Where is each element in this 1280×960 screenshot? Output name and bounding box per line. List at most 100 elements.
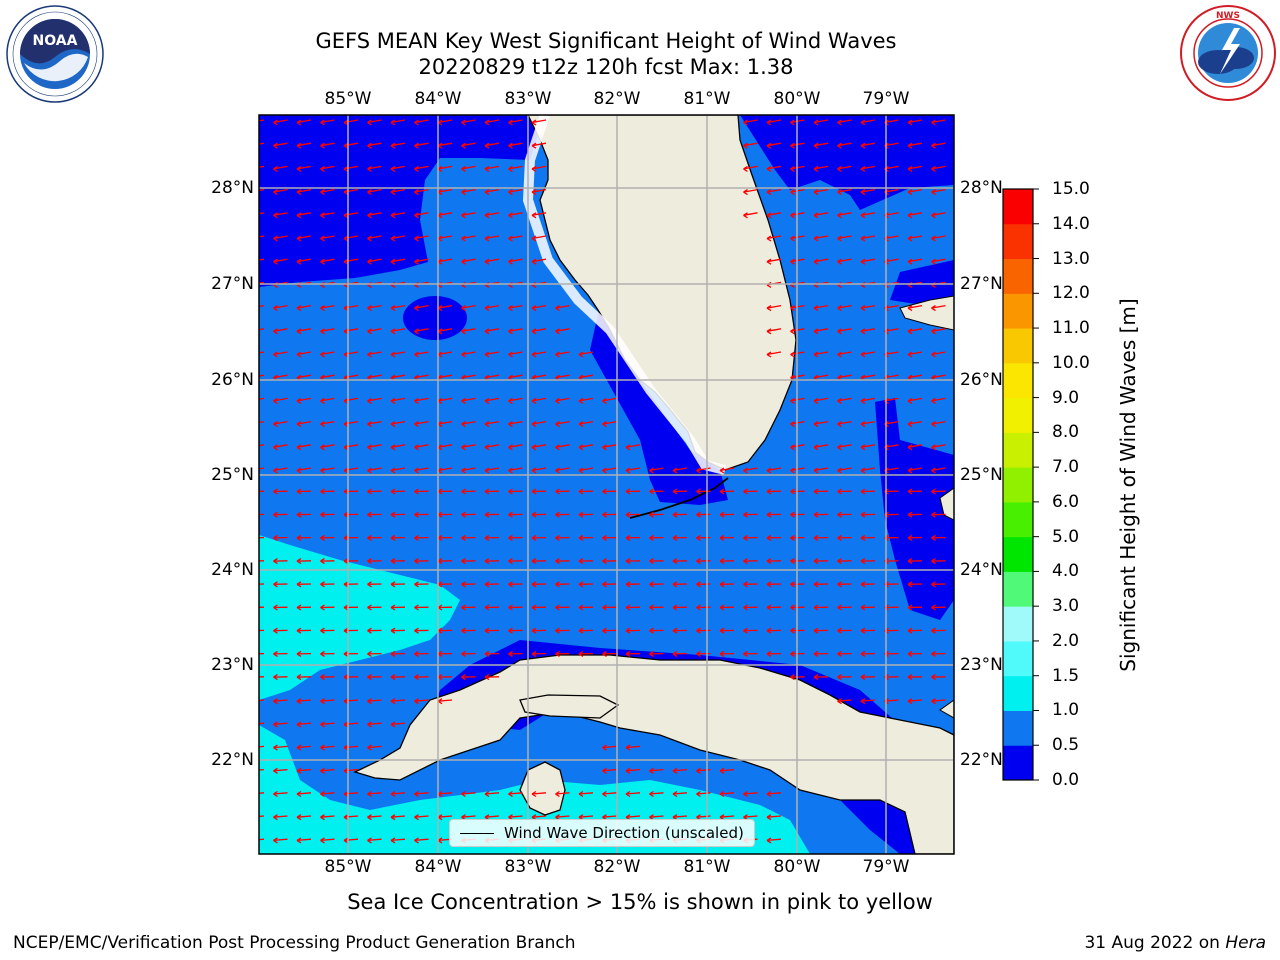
wave-direction-arrow [320, 511, 335, 518]
wave-direction-arrow [508, 258, 523, 265]
wave-direction-arrow [273, 142, 288, 149]
wave-direction-arrow [860, 698, 876, 705]
wave-direction-arrow [837, 420, 852, 428]
wave-direction-arrow [508, 212, 523, 219]
wave-direction-arrow [837, 212, 852, 219]
wave-direction-arrow [531, 511, 547, 518]
colorbar-tick-label: 0.0 [1052, 770, 1080, 790]
wave-direction-arrow [320, 604, 335, 611]
wave-direction-arrow [860, 351, 876, 358]
wave-direction-arrow [672, 467, 688, 474]
wave-direction-arrow [696, 767, 711, 774]
wave-direction-arrow [813, 444, 829, 451]
wave-direction-arrow [296, 744, 312, 751]
wave-direction-arrow [531, 444, 547, 451]
wave-direction-arrow [766, 650, 782, 657]
wave-direction-arrow [766, 837, 782, 844]
wave-direction-arrow [649, 534, 664, 541]
wave-direction-arrow [320, 304, 335, 312]
wave-direction-arrow [320, 558, 335, 565]
wave-direction-arrow [743, 558, 758, 565]
wave-direction-arrow [743, 511, 758, 518]
wave-direction-arrow [273, 650, 288, 657]
colorbar-title: Significant Height of Wind Waves [m] [1116, 298, 1140, 672]
wave-direction-arrow [766, 142, 782, 149]
colorbar-tick-label: 7.0 [1052, 457, 1080, 478]
wave-direction-arrow [625, 534, 641, 541]
wave-direction-arrow [743, 119, 758, 126]
wave-direction-arrow [508, 534, 523, 541]
wave-direction-arrow [860, 650, 876, 657]
wave-direction-arrow [414, 650, 429, 657]
wave-direction-arrow [484, 351, 500, 358]
wave-direction-arrow [649, 790, 664, 798]
wave-direction-arrow [461, 627, 476, 634]
wave-direction-arrow [625, 467, 641, 474]
wave-direction-arrow [860, 165, 876, 172]
wave-direction-arrow [531, 420, 547, 428]
wave-direction-arrow [602, 467, 617, 474]
wave-direction-arrow [860, 511, 876, 518]
wave-direction-arrow [461, 511, 476, 518]
wave-direction-arrow [766, 351, 782, 358]
wave-direction-arrow [672, 604, 688, 611]
wave-direction-arrow [860, 119, 876, 126]
wave-direction-arrow [813, 142, 829, 149]
wave-direction-arrow [813, 328, 829, 335]
wave-direction-arrow [367, 721, 382, 728]
wave-direction-arrow [813, 119, 829, 126]
wave-direction-arrow [578, 790, 594, 798]
wave-direction-arrow [860, 467, 876, 474]
lon-tick-bottom: 81°W [683, 857, 731, 877]
wave-direction-arrow [259, 676, 265, 678]
wave-direction-arrow [390, 142, 406, 149]
wave-direction-arrow [649, 558, 664, 565]
wave-direction-arrow [461, 258, 476, 265]
wave-direction-arrow [907, 534, 923, 541]
wave-direction-arrow [461, 165, 476, 172]
wave-direction-arrow [860, 142, 876, 149]
wave-direction-arrow [320, 119, 335, 126]
wave-direction-arrow [259, 444, 265, 447]
wave-direction-arrow [508, 488, 523, 495]
wave-direction-arrow [414, 328, 429, 335]
wave-direction-arrow [273, 627, 288, 634]
wave-direction-arrow [766, 212, 782, 219]
wave-direction-arrow [555, 467, 570, 474]
wave-direction-arrow [719, 467, 735, 474]
wave-direction-arrow [367, 328, 382, 335]
wave-direction-arrow [508, 511, 523, 518]
wave-direction-arrow [259, 420, 265, 424]
wave-direction-arrow [508, 119, 523, 126]
wave-direction-arrow [296, 558, 312, 565]
wave-direction-arrow [414, 188, 429, 196]
wave-direction-arrow [273, 212, 288, 219]
wave-direction-arrow [414, 165, 429, 172]
wave-direction-arrow [296, 837, 312, 844]
wave-direction-arrow [743, 188, 758, 196]
wave-direction-arrow [625, 558, 641, 565]
wave-direction-arrow [719, 581, 735, 588]
wave-direction-arrow [931, 467, 946, 474]
wave-direction-arrow [719, 650, 735, 657]
wave-direction-arrow [259, 583, 265, 585]
wave-direction-arrow [672, 581, 688, 588]
wave-direction-arrow [531, 397, 547, 404]
wave-direction-arrow [813, 650, 829, 657]
wave-direction-arrow [837, 467, 852, 474]
land-bahamas [899, 295, 954, 719]
wind-wave-vectors [259, 119, 946, 844]
wave-direction-arrow [296, 627, 312, 634]
lat-tick-right: 22°N [960, 750, 1003, 770]
wave-direction-arrow [390, 467, 406, 474]
wave-direction-arrow [296, 767, 312, 774]
wave-direction-arrow [484, 165, 500, 172]
lat-tick-right: 25°N [960, 465, 1003, 485]
wave-direction-arrow [414, 304, 429, 312]
wave-direction-arrow [367, 790, 382, 798]
wave-direction-arrow [259, 258, 265, 261]
wave-direction-arrow [367, 397, 382, 404]
wave-direction-arrow [602, 604, 617, 611]
wave-direction-arrow [837, 165, 852, 172]
